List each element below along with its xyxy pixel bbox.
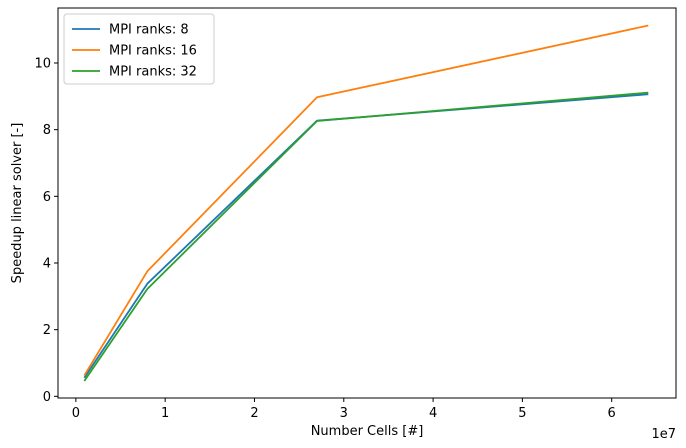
y-axis: 0 2 4 6 8 10 — [34, 57, 58, 405]
legend-entry-label: MPI ranks: 32 — [109, 65, 197, 80]
y-tick-label: 6 — [43, 190, 51, 205]
legend: MPI ranks: 8 MPI ranks: 16 MPI ranks: 32 — [63, 13, 215, 85]
legend-entry-label: MPI ranks: 8 — [109, 23, 189, 38]
x-tick-label: 5 — [518, 406, 526, 421]
y-tick-label: 4 — [43, 257, 51, 272]
x-tick-label: 3 — [340, 406, 348, 421]
legend-frame — [63, 13, 215, 85]
x-axis-label: Number Cells [#] — [311, 424, 424, 439]
y-tick-label: 0 — [43, 390, 51, 405]
x-tick-label: 4 — [429, 406, 437, 421]
x-axis: 0 1 2 3 4 5 6 — [72, 398, 616, 421]
y-axis-label: Speedup linear solver [-] — [10, 123, 25, 284]
x-tick-label: 2 — [250, 406, 258, 421]
y-tick-label: 8 — [43, 123, 51, 138]
x-tick-label: 0 — [72, 406, 80, 421]
x-tick-label: 6 — [608, 406, 616, 421]
legend-entry-label: MPI ranks: 16 — [109, 44, 197, 59]
x-tick-label: 1 — [161, 406, 169, 421]
y-tick-label: 10 — [34, 57, 51, 72]
series-layer — [83, 24, 649, 382]
series-line-mpi-ranks-32 — [83, 91, 649, 382]
x-axis-offset-label: 1e7 — [651, 427, 676, 442]
series-line-mpi-ranks-16 — [83, 24, 649, 376]
y-tick-label: 2 — [43, 323, 51, 338]
